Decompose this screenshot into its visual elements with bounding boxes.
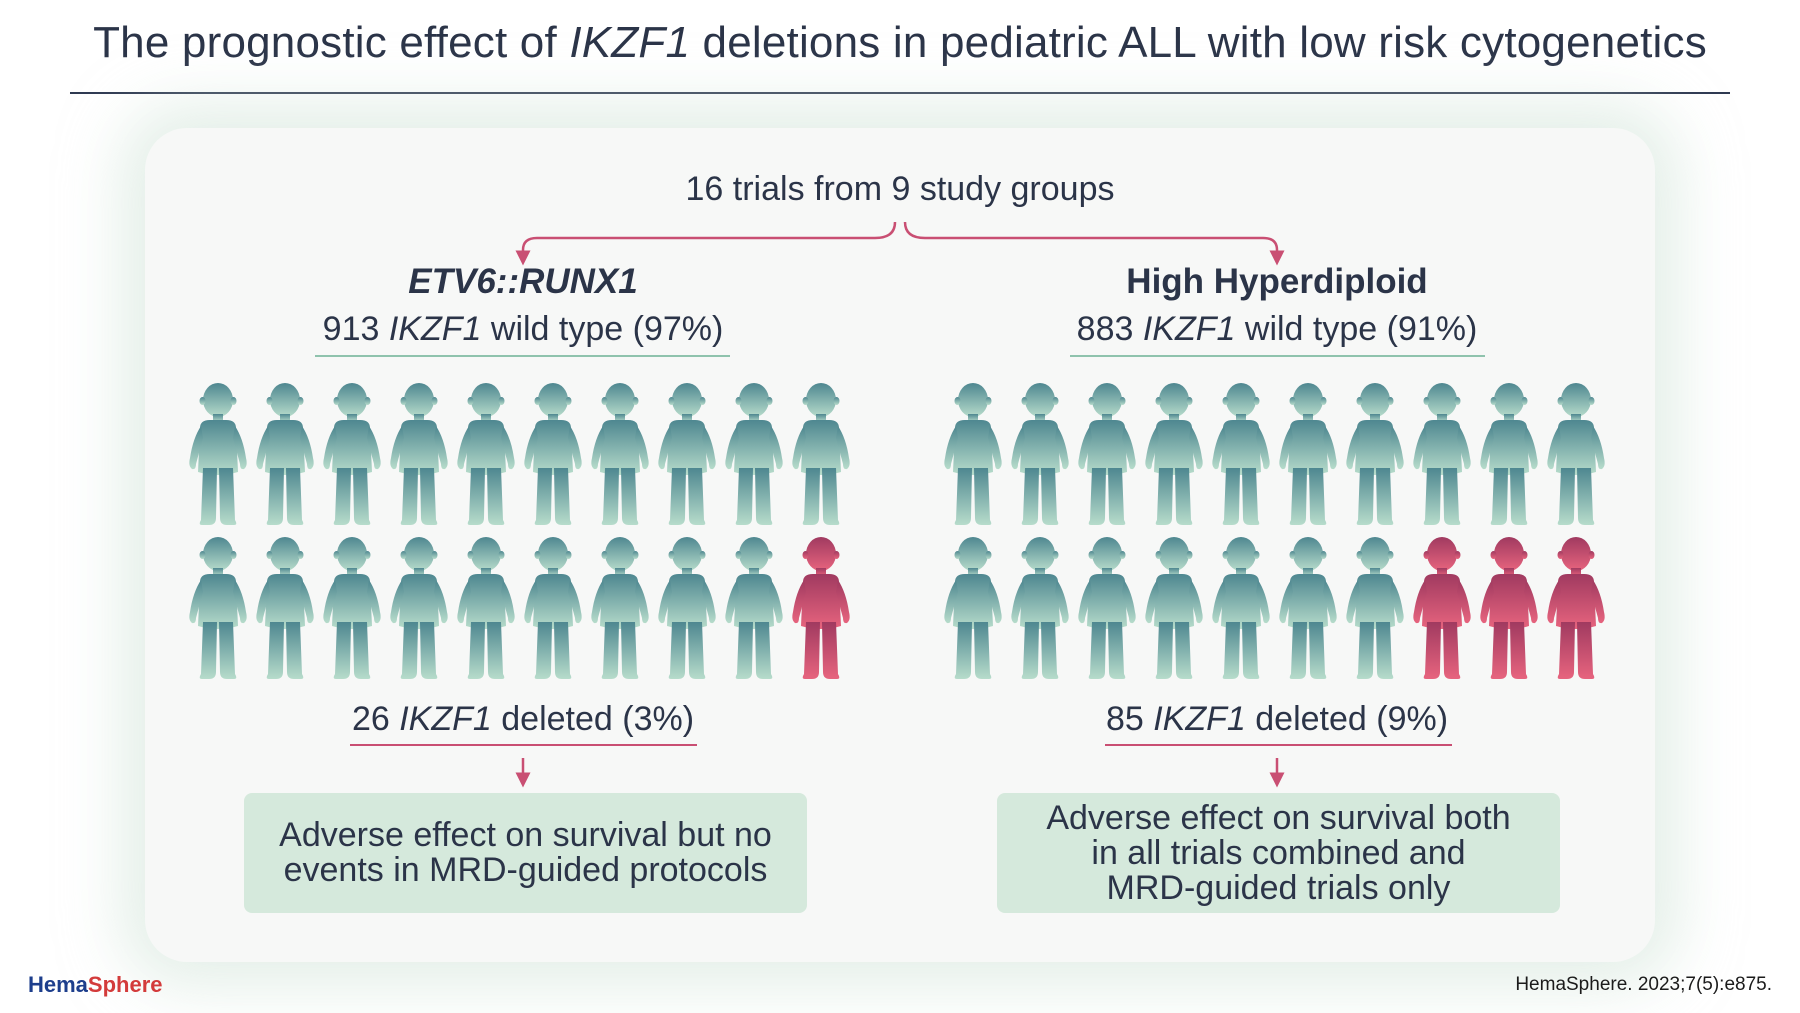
citation: HemaSphere. 2023;7(5):e875.: [1515, 974, 1772, 995]
wild-type-label-left: 913 IKZF1 wild type (97%): [322, 310, 724, 348]
child-figure-wild-type-icon: [1011, 383, 1069, 525]
outcome-left-line-2: events in MRD-guided protocols: [283, 851, 768, 889]
child-figure-wild-type-icon: [189, 537, 247, 679]
child-figure-wild-type-icon: [944, 537, 1002, 679]
child-figure-wild-type-icon: [1547, 383, 1605, 525]
child-figure-wild-type-icon: [1279, 537, 1337, 679]
child-figure-wild-type-icon: [1011, 537, 1069, 679]
deleted-label-left: 26 IKZF1 deleted (3%): [351, 700, 695, 738]
deleted-underline-right: [1105, 744, 1452, 746]
child-figure-wild-type-icon: [323, 383, 381, 525]
group-title-etv6-runx1: ETV6::RUNX1: [408, 262, 638, 301]
child-figure-wild-type-icon: [1212, 383, 1270, 525]
child-figure-wild-type-icon: [323, 537, 381, 679]
child-figure-wild-type-icon: [1212, 537, 1270, 679]
child-figure-wild-type-icon: [944, 383, 1002, 525]
split-arrow-left: [515, 221, 897, 266]
wild-type-underline-right: [1070, 355, 1485, 357]
wild-type-underline-left: [315, 355, 730, 357]
child-figure-wild-type-icon: [1078, 383, 1136, 525]
child-figure-wild-type-icon: [524, 537, 582, 679]
child-figure-wild-type-icon: [725, 537, 783, 679]
child-figure-wild-type-icon: [457, 537, 515, 679]
title-divider: [70, 92, 1730, 94]
child-figure-wild-type-icon: [591, 383, 649, 525]
child-figure-wild-type-icon: [1145, 537, 1203, 679]
child-figure-wild-type-icon: [792, 383, 850, 525]
child-figure-wild-type-icon: [256, 537, 314, 679]
child-figure-deleted-icon: [1413, 537, 1471, 679]
title-prefix: The prognostic effect of: [93, 18, 570, 67]
child-figure-wild-type-icon: [390, 383, 448, 525]
outcome-right-line-1: Adverse effect on survival both: [1046, 798, 1511, 837]
page-title: The prognostic effect of IKZF1 deletions…: [0, 18, 1800, 68]
split-arrow-right: [903, 221, 1285, 266]
outcome-box-right: Adverse effect on survival both in all t…: [997, 793, 1560, 913]
hemasphere-logo: HemaSphere: [28, 972, 163, 997]
child-figure-wild-type-icon: [1346, 383, 1404, 525]
child-figure-deleted-icon: [792, 537, 850, 679]
outcome-right-line-2: in all trials combined and: [1091, 833, 1466, 872]
title-gene: IKZF1: [569, 18, 691, 67]
child-figure-wild-type-icon: [591, 537, 649, 679]
child-figure-wild-type-icon: [1413, 383, 1471, 525]
child-figure-wild-type-icon: [1346, 537, 1404, 679]
child-figure-wild-type-icon: [1078, 537, 1136, 679]
child-figure-wild-type-icon: [524, 383, 582, 525]
child-figure-wild-type-icon: [658, 383, 716, 525]
child-figure-wild-type-icon: [1279, 383, 1337, 525]
deleted-label-right: 85 IKZF1 deleted (9%): [1105, 700, 1449, 738]
root-label: 16 trials from 9 study groups: [685, 170, 1115, 208]
group-title-high-hyperdiploid: High Hyperdiploid: [1126, 262, 1428, 301]
outcome-box-left: Adverse effect on survival but no events…: [244, 793, 807, 913]
wild-type-label-right: 883 IKZF1 wild type (91%): [1076, 310, 1478, 348]
title-suffix: deletions in pediatric ALL with low risk…: [690, 18, 1707, 67]
child-figure-wild-type-icon: [1480, 383, 1538, 525]
child-figure-wild-type-icon: [189, 383, 247, 525]
child-figure-wild-type-icon: [256, 383, 314, 525]
deleted-underline-left: [350, 744, 697, 746]
child-figure-wild-type-icon: [725, 383, 783, 525]
child-figure-deleted-icon: [1547, 537, 1605, 679]
child-figure-wild-type-icon: [457, 383, 515, 525]
outcome-left-line-1: Adverse effect on survival but no: [279, 816, 772, 854]
outcome-right-line-3: MRD-guided trials only: [1106, 868, 1451, 907]
child-figure-wild-type-icon: [658, 537, 716, 679]
child-figure-deleted-icon: [1480, 537, 1538, 679]
child-figure-wild-type-icon: [1145, 383, 1203, 525]
child-figure-wild-type-icon: [390, 537, 448, 679]
